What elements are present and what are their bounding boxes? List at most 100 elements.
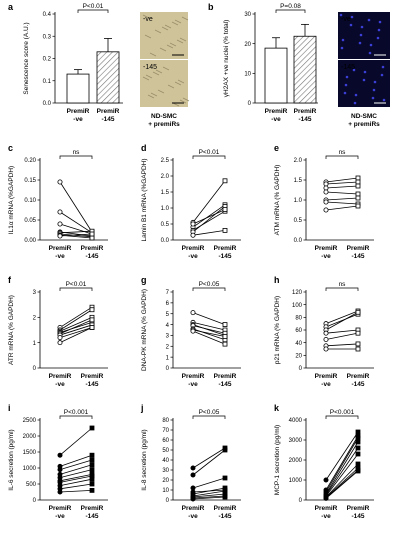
x-tick-label: PremiR xyxy=(214,505,237,512)
nucleus-stain xyxy=(353,101,357,105)
pair-line xyxy=(325,435,359,491)
y-tick-label: 80 xyxy=(295,316,302,322)
cell-shape xyxy=(166,44,174,49)
point-premir-145 xyxy=(222,207,228,213)
x-tick-label: -ve xyxy=(188,253,198,260)
nucleus-stain xyxy=(377,28,381,32)
x-tick-label: -ve xyxy=(55,253,65,260)
pair-line xyxy=(59,233,93,237)
y-tick-label: 5 xyxy=(166,312,170,318)
y-tick-label: 120 xyxy=(292,290,303,296)
point-premir-ve xyxy=(323,330,329,336)
point-premir-145 xyxy=(355,451,361,457)
pair-line xyxy=(59,319,93,335)
x-tick-label: -145 xyxy=(85,513,98,520)
pair-line xyxy=(325,311,359,331)
y-tick-label: 1000 xyxy=(23,466,37,472)
x-tick-label: -145 xyxy=(351,513,364,520)
nucleus-stain xyxy=(343,91,347,95)
significance-label: P=0.08 xyxy=(280,3,301,10)
point-premir-ve xyxy=(323,346,329,352)
nucleus-stain xyxy=(362,78,366,82)
pair-line xyxy=(192,230,226,236)
micrograph-panel xyxy=(140,12,188,59)
significance-label: P<0.05 xyxy=(199,409,220,416)
nucleus-stain xyxy=(376,36,380,40)
panel-letter: d xyxy=(141,143,147,153)
x-tick-label: PremiR xyxy=(347,373,370,380)
pair-line xyxy=(192,487,226,495)
significance-bracket xyxy=(192,287,226,291)
y-tick-label: 0.0 xyxy=(161,238,170,244)
cell-shape xyxy=(145,74,153,79)
pair-line xyxy=(325,453,359,497)
nucleus-stain xyxy=(359,33,363,37)
y-tick-label: 0 xyxy=(166,498,170,504)
pair-line xyxy=(59,306,93,328)
point-premir-ve xyxy=(323,495,329,501)
x-tick-label: -ve xyxy=(55,381,65,388)
point-premir-ve xyxy=(323,189,329,195)
micrograph-caption: ND-SMC xyxy=(151,113,177,120)
nucleus-stain xyxy=(345,75,349,79)
pair-line xyxy=(59,490,93,493)
y-tick-label: 2 xyxy=(166,344,170,350)
significance-bracket xyxy=(59,155,93,159)
pair-line xyxy=(192,206,226,233)
significance-label: P<0.01 xyxy=(199,149,220,156)
pair-line xyxy=(192,324,226,336)
y-tick-label: 10 xyxy=(244,72,251,78)
significance-bracket xyxy=(59,287,93,291)
significance-label: P<0.05 xyxy=(199,281,220,288)
nucleus-stain xyxy=(354,93,358,97)
y-axis-label: IL-8 secretion (pg/ml) xyxy=(141,429,148,490)
point-premir-145 xyxy=(89,476,95,482)
panel-letter: j xyxy=(140,403,144,413)
y-tick-label: 70 xyxy=(162,428,169,434)
cell-shape xyxy=(169,42,177,47)
y-tick-label: 0.4 xyxy=(43,12,52,18)
micrograph-label: -ve xyxy=(341,16,351,23)
x-tick-label: PremiR xyxy=(49,245,72,252)
y-axis-label: ATM mRNA (% GAPDH) xyxy=(274,165,281,236)
y-tick-label: 1500 xyxy=(23,450,37,456)
pair-line xyxy=(59,469,93,478)
nucleus-stain xyxy=(350,15,354,19)
point-premir-145 xyxy=(89,317,95,323)
point-premir-145 xyxy=(222,341,228,347)
cell-shape xyxy=(162,66,170,71)
y-tick-label: 0.10 xyxy=(24,198,36,204)
pair-line xyxy=(192,328,226,341)
significance-bracket xyxy=(325,415,359,419)
panel-letter: c xyxy=(8,143,13,153)
nucleus-stain xyxy=(363,70,367,74)
nucleus-stain xyxy=(340,46,344,50)
pair-line xyxy=(192,490,226,497)
micrograph-panel xyxy=(338,12,390,59)
pair-line xyxy=(325,343,359,347)
point-premir-ve xyxy=(190,310,196,316)
bar xyxy=(293,35,317,104)
y-tick-label: 40 xyxy=(162,458,169,464)
pair-line xyxy=(192,477,226,489)
x-tick-label: -ve xyxy=(55,513,65,520)
y-tick-label: 0 xyxy=(299,498,303,504)
nucleus-stain xyxy=(360,25,364,29)
y-axis-label: IL1α mRNA (%GAPDH) xyxy=(8,166,15,234)
significance-label: ns xyxy=(339,281,347,288)
pair-line xyxy=(59,327,93,344)
x-tick-label: -145 xyxy=(85,381,98,388)
pair-line xyxy=(59,464,93,475)
point-premir-ve xyxy=(57,467,63,473)
x-tick-label: -145 xyxy=(101,116,114,123)
cell-shape xyxy=(164,24,172,29)
pair-line xyxy=(325,310,359,325)
point-premir-ve xyxy=(190,221,196,227)
y-tick-label: 0.3 xyxy=(43,34,52,40)
pair-line xyxy=(192,325,226,334)
y-tick-label: 0.2 xyxy=(43,57,52,63)
significance-bracket xyxy=(325,155,359,159)
significance-bracket xyxy=(325,287,359,291)
y-tick-label: 1 xyxy=(33,341,37,347)
y-tick-label: 2000 xyxy=(23,434,37,440)
